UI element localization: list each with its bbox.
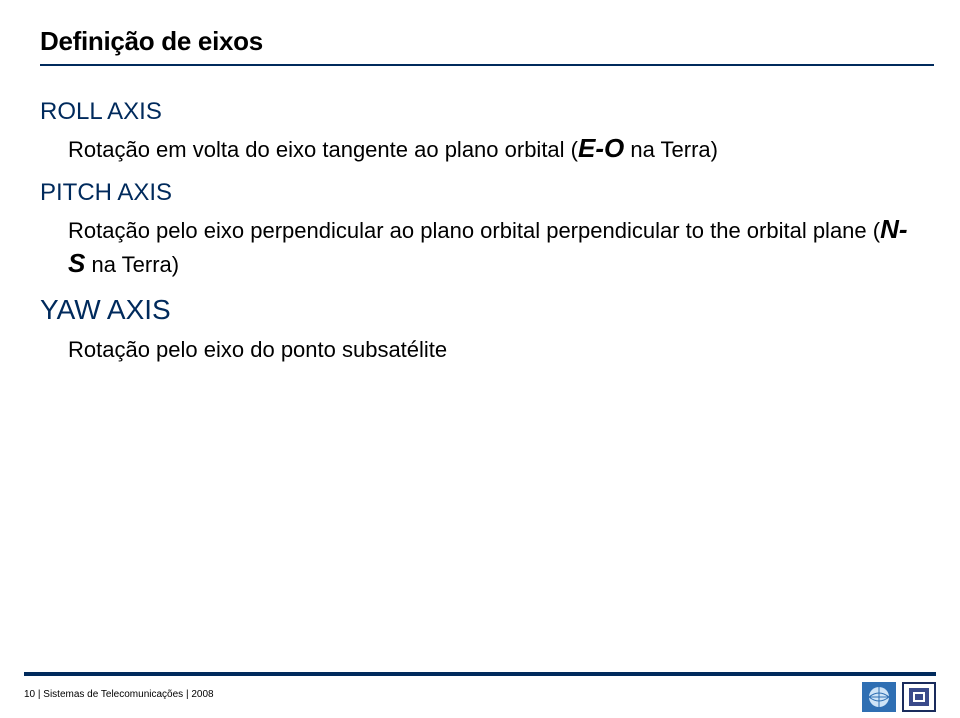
body-em: E-O (578, 133, 624, 163)
logo-a-icon (862, 682, 896, 712)
footer-page-number: 10 (24, 689, 35, 700)
logo-row (862, 682, 936, 712)
title-underline (40, 64, 934, 66)
body-post: na Terra) (624, 137, 718, 162)
section-body-yaw: Rotação pelo eixo do ponto subsatélite (68, 332, 920, 365)
section-body-pitch: Rotação pelo eixo perpendicular ao plano… (68, 213, 920, 280)
slide-title: Definição de eixos (40, 26, 263, 57)
body-post: na Terra) (85, 252, 179, 277)
slide: Definição de eixos ROLL AXIS Rotação em … (0, 0, 960, 718)
footer-course: Sistemas de Telecomunicações (43, 689, 183, 700)
section-heading-roll: ROLL AXIS (40, 98, 920, 126)
section-heading-yaw: YAW AXIS (40, 294, 920, 326)
body-pre: Rotação pelo eixo do ponto subsatélite (68, 337, 447, 362)
footer-text: 10 | Sistemas de Telecomunicações | 2008 (24, 689, 214, 700)
content-region: ROLL AXIS Rotação em volta do eixo tange… (40, 92, 920, 379)
section-heading-pitch: PITCH AXIS (40, 179, 920, 207)
logo-b-icon (902, 682, 936, 712)
footer-year: 2008 (191, 689, 213, 700)
body-pre: Rotação pelo eixo perpendicular ao plano… (68, 218, 880, 243)
section-body-roll: Rotação em volta do eixo tangente ao pla… (68, 132, 920, 165)
body-pre: Rotação em volta do eixo tangente ao pla… (68, 137, 578, 162)
footer-rule (24, 672, 936, 676)
